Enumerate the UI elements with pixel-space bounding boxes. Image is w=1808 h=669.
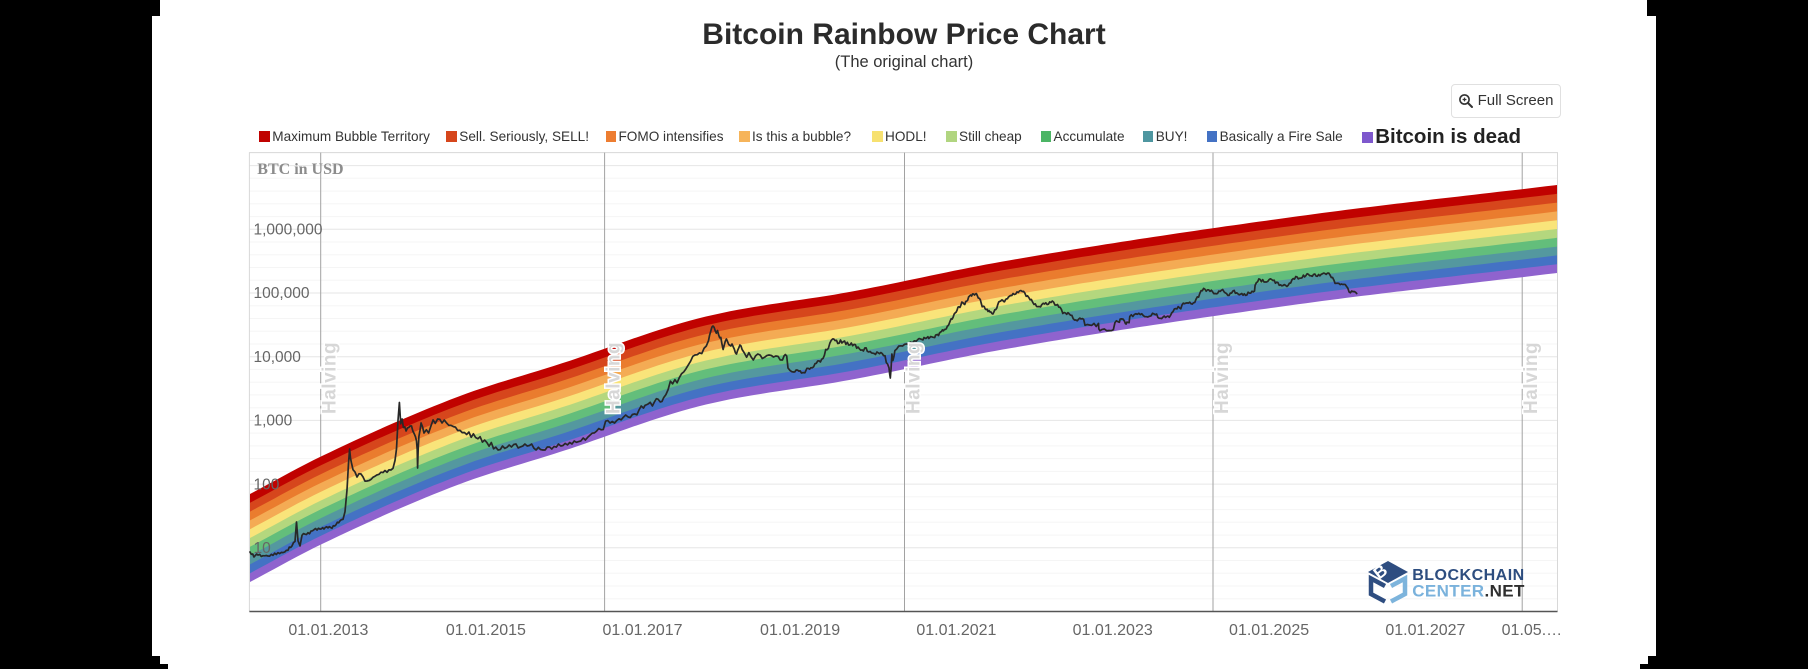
svg-text:100: 100 (254, 476, 280, 493)
svg-text:CENTER.NET: CENTER.NET (1412, 581, 1525, 600)
svg-text:Halving: Halving (604, 342, 625, 414)
svg-text:01.01.2013: 01.01.2013 (288, 622, 368, 639)
svg-text:BLOCKCHAIN: BLOCKCHAIN (1412, 567, 1525, 584)
svg-text:Halving: Halving (320, 342, 341, 414)
svg-text:Halving: Halving (1521, 342, 1542, 414)
svg-text:01.01.2023: 01.01.2023 (1073, 622, 1153, 639)
svg-text:01.01.2017: 01.01.2017 (602, 622, 682, 639)
svg-text:01.01.2025: 01.01.2025 (1229, 622, 1309, 639)
svg-text:01.01.2021: 01.01.2021 (916, 622, 996, 639)
svg-text:01.01.2027: 01.01.2027 (1385, 622, 1465, 639)
svg-text:1,000,000: 1,000,000 (254, 222, 323, 239)
svg-text:1,000: 1,000 (254, 413, 293, 430)
svg-text:01.01.2015: 01.01.2015 (446, 622, 526, 639)
svg-text:Halving: Halving (904, 342, 925, 414)
svg-text:10: 10 (254, 540, 272, 557)
svg-text:100,000: 100,000 (254, 285, 310, 302)
svg-text:Halving: Halving (1212, 342, 1233, 414)
svg-text:01.01.2019: 01.01.2019 (760, 622, 840, 639)
svg-text:BTC in USD: BTC in USD (257, 161, 343, 178)
svg-text:10,000: 10,000 (254, 349, 302, 366)
svg-text:01.05.…: 01.05.… (1502, 622, 1562, 639)
